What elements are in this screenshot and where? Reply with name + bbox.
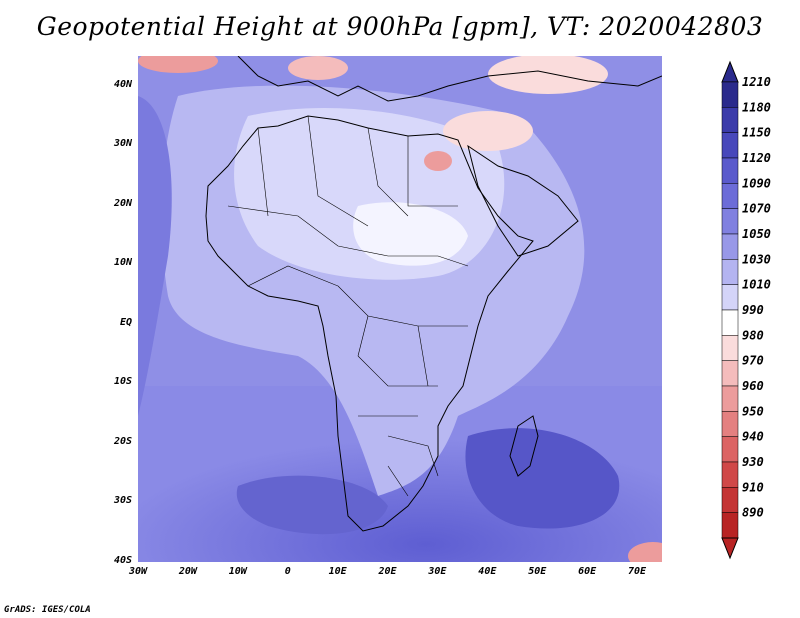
field-deep-southeast bbox=[465, 428, 620, 529]
lon-tick-label: 20W bbox=[178, 566, 197, 577]
colorbar-swatch bbox=[721, 157, 739, 184]
lat-tick-label: 20N bbox=[113, 197, 132, 209]
lon-tick-label: 60E bbox=[578, 566, 597, 577]
lon-tick-label: 0 bbox=[284, 566, 291, 577]
field-red-egypt bbox=[424, 151, 452, 171]
colorbar-swatch bbox=[721, 208, 739, 235]
colorbar-level-label: 1030 bbox=[742, 252, 771, 266]
colorbar-level-label: 970 bbox=[742, 354, 764, 368]
colorbar-swatch bbox=[721, 487, 739, 513]
field-pink-mideast bbox=[443, 111, 533, 151]
field-red-ne bbox=[488, 56, 608, 94]
colorbar-swatch bbox=[721, 436, 739, 463]
colorbar-level-label: 930 bbox=[742, 455, 764, 469]
colorbar-level-label: 1050 bbox=[742, 227, 771, 241]
colorbar-level-label: 1090 bbox=[742, 176, 771, 190]
colorbar-swatch bbox=[721, 259, 739, 285]
lat-tick-label: EQ bbox=[119, 316, 132, 328]
colorbar-level-label: 1150 bbox=[742, 126, 771, 140]
map-title: Geopotential Height at 900hPa [gpm], VT:… bbox=[36, 12, 764, 41]
colorbar-swatch bbox=[721, 284, 739, 311]
footer-credit: GrADS: IGES/COLA bbox=[4, 605, 91, 615]
colorbar-swatch bbox=[721, 183, 739, 209]
colorbar-level-label: 890 bbox=[742, 506, 764, 520]
colorbar-swatch bbox=[721, 411, 739, 437]
coastlines bbox=[205, 56, 662, 532]
colorbar-level-label: 1180 bbox=[742, 100, 771, 114]
colorbar-swatch bbox=[721, 360, 739, 387]
colorbar-swatch bbox=[721, 512, 739, 539]
colorbar-level-label: 1120 bbox=[742, 151, 771, 165]
colorbar-swatch bbox=[721, 309, 739, 336]
colorbar-level-label: 1010 bbox=[742, 278, 771, 292]
colorbar-swatch bbox=[721, 132, 739, 159]
lat-tick-label: 40N bbox=[113, 78, 132, 90]
colorbar-swatch bbox=[721, 335, 739, 361]
colorbar: 1210 1180 1150 1120 1090 1070 1050 1030 1010 990 9… bbox=[721, 60, 771, 560]
colorbar-level-label: 950 bbox=[742, 404, 764, 418]
lat-tick-label: 10N bbox=[113, 257, 132, 269]
colorbar-level-label: 1070 bbox=[742, 202, 771, 216]
colorbar-level-label: 940 bbox=[742, 430, 764, 444]
lon-tick-label: 10E bbox=[328, 566, 347, 577]
field-white-patches bbox=[353, 202, 468, 266]
arabia-coastline bbox=[467, 144, 579, 257]
lon-tick-label: 10W bbox=[228, 566, 247, 577]
lon-tick-label: 50E bbox=[528, 566, 547, 577]
field-deep-southwest bbox=[236, 475, 388, 535]
lat-tick-label: 40S bbox=[113, 555, 132, 566]
lon-tick-label: 40E bbox=[478, 566, 497, 577]
field-red-north bbox=[288, 56, 348, 80]
colorbar-bottom-arrow bbox=[721, 537, 739, 560]
field-red-nw bbox=[138, 56, 218, 73]
colorbar-swatch bbox=[721, 385, 739, 412]
field-red-se-corner bbox=[628, 542, 662, 562]
madagascar-coastline bbox=[509, 415, 539, 477]
border-lines bbox=[227, 115, 469, 497]
lat-tick-label: 10S bbox=[113, 376, 132, 388]
europe-coastline bbox=[237, 56, 662, 102]
country-borders bbox=[227, 115, 469, 497]
colorbar-swatch bbox=[721, 81, 739, 108]
colorbar-swatch bbox=[721, 233, 739, 260]
field-deep-west bbox=[138, 96, 172, 416]
colorbar-level-label: 910 bbox=[742, 480, 764, 494]
lat-tick-label: 30S bbox=[113, 495, 132, 507]
lon-tick-label: 20E bbox=[378, 566, 397, 577]
colorbar-level-label: 1210 bbox=[742, 75, 771, 89]
lon-tick-label: 30W bbox=[128, 566, 148, 577]
lon-tick-label: 30E bbox=[428, 566, 447, 577]
colorbar-level-label: 960 bbox=[742, 379, 764, 393]
africa-coastline bbox=[205, 115, 534, 532]
lat-tick-label: 20S bbox=[113, 435, 132, 447]
colorbar-level-label: 990 bbox=[742, 303, 764, 317]
colorbar-swatch bbox=[721, 461, 739, 488]
colorbar-top-arrow bbox=[721, 60, 739, 83]
lon-tick-label: 70E bbox=[628, 566, 647, 577]
geopotential-map bbox=[138, 56, 662, 562]
lat-tick-label: 30N bbox=[113, 138, 132, 150]
colorbar-swatch bbox=[721, 107, 739, 133]
colorbar-level-label: 980 bbox=[742, 328, 764, 342]
